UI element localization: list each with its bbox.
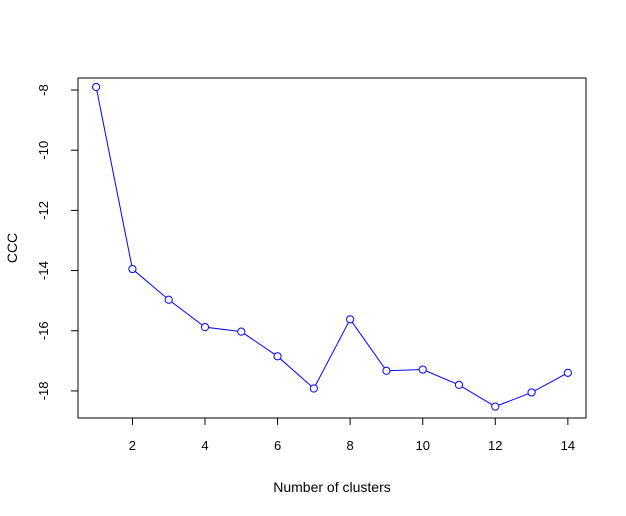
y-tick-label: -18 [36,382,51,401]
y-axis-title: CCC [4,233,20,263]
data-point [491,402,500,411]
y-tick-label: -14 [36,261,51,280]
x-tick-label: 4 [201,438,208,453]
data-point [563,368,572,377]
x-tick-label: 14 [561,438,575,453]
x-axis: 2 4 6 8 10 12 14 [129,418,575,453]
data-point [418,365,427,374]
data-point [237,327,246,336]
x-tick-label: 2 [129,438,136,453]
data-point [309,384,318,393]
x-tick-label: 10 [415,438,429,453]
y-axis: -8 -10 -12 -14 -16 -18 [36,84,78,400]
plot-frame [77,77,587,419]
series-layer [92,82,572,411]
data-point [527,388,536,397]
y-tick-label: -10 [36,141,51,160]
y-tick-label: -12 [36,201,51,220]
data-point [200,323,210,332]
data-point [382,366,391,375]
data-point [92,82,101,92]
x-axis-title: Number of clusters [273,479,390,495]
data-point [128,264,137,274]
y-tick-label: -8 [36,84,51,96]
data-point [164,295,173,304]
x-tick-label: 12 [488,438,502,453]
series-line [95,86,569,408]
data-point [454,380,464,390]
y-tick-label: -16 [36,321,51,340]
data-point [346,315,355,324]
data-point [273,352,282,361]
x-tick-label: 6 [274,438,281,453]
x-tick-label: 8 [347,438,354,453]
